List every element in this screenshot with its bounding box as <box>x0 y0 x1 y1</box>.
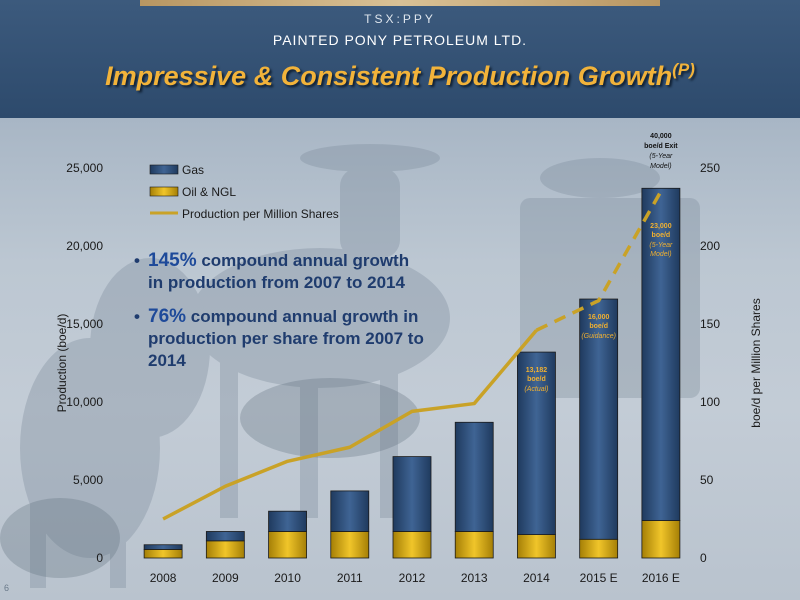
slide-title-text: Impressive & Consistent Production Growt… <box>105 61 673 91</box>
page-number: 6 <box>4 583 10 593</box>
bullet-dot: • <box>134 251 140 270</box>
annotation-unit: boe/d <box>527 376 546 383</box>
bullet-item: • 145% compound annual growth in product… <box>134 250 424 294</box>
annotation-note: (Guidance) <box>581 333 616 340</box>
bullet-item: • 76% compound annual growth in producti… <box>134 306 424 372</box>
line-production-per-share-forecast <box>535 190 663 332</box>
slide-title-superscript: (P) <box>672 60 695 79</box>
bar-oil-ngl <box>330 531 370 559</box>
company-name: PAINTED PONY PETROLEUM LTD. <box>272 32 528 48</box>
bar-oil-ngl <box>268 531 307 559</box>
bar-gas <box>579 298 619 540</box>
annotation-note: Model) <box>650 251 671 258</box>
y-tick-label: 5,000 <box>73 473 103 487</box>
x-tick-label: 2016 E <box>642 571 680 585</box>
annotation-note: (5-Year <box>649 153 673 160</box>
y-right-tick-label: 0 <box>700 551 707 565</box>
header-accent-strip <box>140 0 660 6</box>
bar-layer <box>143 187 681 559</box>
annotation-note: (5-Year <box>649 242 673 249</box>
y-right-tick-label: 50 <box>700 473 714 487</box>
bullet-dot: • <box>134 307 140 326</box>
bar-oil-ngl <box>579 538 619 559</box>
x-tick-label: 2015 E <box>580 571 618 585</box>
annotation-note: Model) <box>650 163 671 170</box>
slide-header: TSX:PPY PAINTED PONY PETROLEUM LTD. Impr… <box>0 0 800 118</box>
bar-gas <box>205 531 245 542</box>
y-axis-title: Production (boe/d) <box>55 314 69 413</box>
annotation-note: (Actual) <box>524 386 548 393</box>
y-tick-label: 20,000 <box>66 239 103 253</box>
x-tick-label: 2008 <box>150 571 177 585</box>
bar-gas <box>517 351 556 535</box>
y-tick-label: 10,000 <box>66 395 103 409</box>
x-tick-label: 2010 <box>274 571 301 585</box>
bullet-highlight: 145% <box>148 250 197 271</box>
annotation-value: 13,182 <box>526 367 548 374</box>
ticker-symbol: TSX:PPY <box>364 12 436 26</box>
annotation-value: 16,000 <box>588 314 610 321</box>
y-right-tick-label: 200 <box>700 239 720 253</box>
legend-swatch-gas <box>149 164 179 175</box>
slide-title: Impressive & Consistent Production Growt… <box>0 60 800 92</box>
bar-gas <box>330 490 370 532</box>
y-right-tick-label: 100 <box>700 395 720 409</box>
x-tick-label: 2014 <box>523 571 550 585</box>
x-tick-label: 2013 <box>461 571 488 585</box>
bar-oil-ngl <box>392 531 432 559</box>
bar-oil-ngl <box>641 520 681 559</box>
y-right-tick-label: 250 <box>700 161 720 175</box>
line-layer <box>162 190 663 521</box>
y-tick-label: 0 <box>96 551 103 565</box>
bar-gas <box>268 510 307 532</box>
y-right-tick-label: 150 <box>700 317 720 331</box>
annotation-unit: boe/d <box>589 323 608 330</box>
chart-legend: Gas Oil & NGL Production per Million Share… <box>149 163 339 221</box>
bar-oil-ngl <box>205 540 245 559</box>
legend-swatch-oil <box>149 186 179 197</box>
y-tick-label: 15,000 <box>66 317 103 331</box>
y-right-axis-title: boe/d per Million Shares <box>749 298 763 427</box>
bar-gas <box>143 544 183 550</box>
annotation-value: 23,000 <box>650 223 672 230</box>
x-tick-label: 2009 <box>212 571 239 585</box>
bar-oil-ngl <box>454 531 494 559</box>
legend-label-oil: Oil & NGL <box>182 185 236 199</box>
bullet-list: • 145% compound annual growth in product… <box>134 250 424 384</box>
legend-label-gas: Gas <box>182 163 204 177</box>
y-tick-label: 25,000 <box>66 161 103 175</box>
line-production-per-share <box>162 329 538 521</box>
annotation-unit: boe/d Exit <box>644 143 678 150</box>
x-tick-label: 2011 <box>337 571 363 585</box>
bullet-text: compound annual growth in production fro… <box>148 251 410 292</box>
bar-oil-ngl <box>143 549 183 559</box>
bar-oil-ngl <box>517 534 556 559</box>
bullet-highlight: 76% <box>148 306 187 327</box>
bar-gas <box>454 421 494 532</box>
bar-gas <box>641 187 681 521</box>
bullet-text: compound annual growth in production per… <box>148 307 424 370</box>
x-tick-label: 2012 <box>399 571 426 585</box>
bar-gas <box>392 456 432 532</box>
legend-label-line: Production per Million Shares <box>182 207 339 221</box>
annotation-unit: boe/d <box>652 232 671 239</box>
annotation-value: 40,000 <box>650 133 672 140</box>
